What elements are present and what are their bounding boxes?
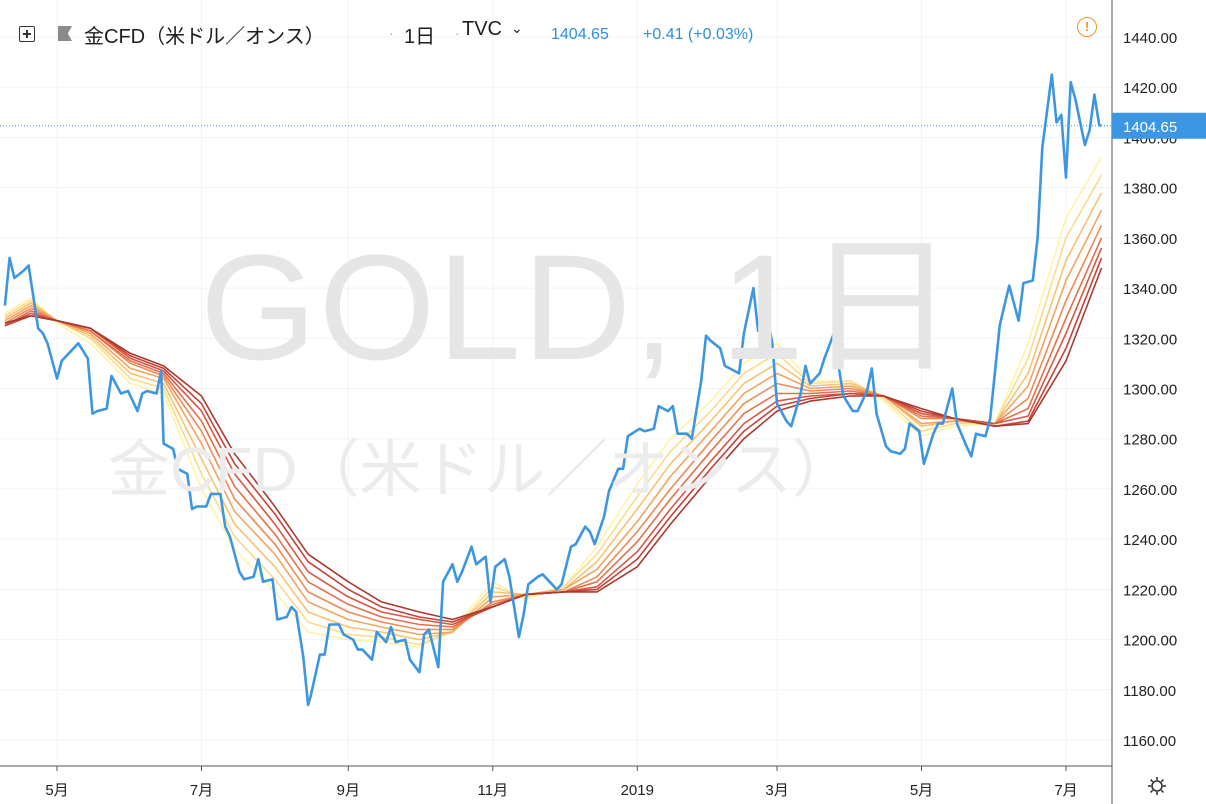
y-tick-label: 1360.00 <box>1123 231 1177 248</box>
alert-icon[interactable]: ! <box>1077 17 1097 37</box>
y-tick-label: 1320.00 <box>1123 331 1177 348</box>
x-tick-label: 7月 <box>190 782 213 799</box>
ma-line <box>4 209 1103 636</box>
separator-dot: · <box>455 25 460 41</box>
last-price-tag-label: 1404.65 <box>1123 119 1177 136</box>
chart-grid <box>0 0 1112 766</box>
price-change: +0.41 (+0.03%) <box>643 26 754 43</box>
flag-icon[interactable] <box>58 26 72 41</box>
y-tick-label: 1420.00 <box>1123 80 1177 97</box>
ma-line <box>4 267 1103 621</box>
exchange-label[interactable]: TVC <box>462 18 502 40</box>
x-tick-label: 5月 <box>910 782 933 799</box>
interval-label[interactable]: 1日 <box>404 26 436 48</box>
x-tick-label: 5月 <box>45 782 68 799</box>
y-tick-label: 1340.00 <box>1123 281 1177 298</box>
price-series <box>3 73 1102 707</box>
price-line <box>3 73 1102 707</box>
settings-icon[interactable] <box>1147 776 1167 796</box>
last-price: 1404.65 <box>551 26 609 43</box>
y-tick-label: 1200.00 <box>1123 633 1177 650</box>
x-tick-label: 9月 <box>337 782 360 799</box>
y-tick-label: 1160.00 <box>1123 733 1176 750</box>
expand-icon[interactable] <box>19 26 35 42</box>
y-tick-label: 1260.00 <box>1123 482 1177 499</box>
symbol-title[interactable]: 金CFD（米ドル／オンス） <box>84 26 325 48</box>
last-price-tag <box>1112 112 1206 139</box>
y-tick-label: 1380.00 <box>1123 181 1177 198</box>
chevron-down-icon[interactable]: ⌄ <box>511 20 523 36</box>
x-tick-label: 11月 <box>478 782 509 799</box>
x-tick-label: 2019 <box>621 782 654 799</box>
x-tick-label: 7月 <box>1054 782 1077 799</box>
moving-average-ribbon <box>4 157 1103 648</box>
y-tick-label: 1300.00 <box>1123 382 1177 399</box>
separator-dot: · <box>389 25 394 41</box>
y-tick-label: 1220.00 <box>1123 582 1177 599</box>
y-tick-label: 1180.00 <box>1123 683 1176 700</box>
y-tick-label: 1440.00 <box>1123 30 1177 47</box>
watermark-symbol: GOLD, 1日 <box>200 223 958 391</box>
chart-header: 金CFD（米ドル／オンス） · 1日 · TVC ⌄ 1404.65 +0.41… <box>0 0 1112 66</box>
y-tick-label: 1240.00 <box>1123 532 1177 549</box>
x-tick-label: 3月 <box>765 782 788 799</box>
watermark-description: 金CFD（米ドル／オンス） <box>108 436 855 505</box>
y-tick-label: 1280.00 <box>1123 432 1177 449</box>
